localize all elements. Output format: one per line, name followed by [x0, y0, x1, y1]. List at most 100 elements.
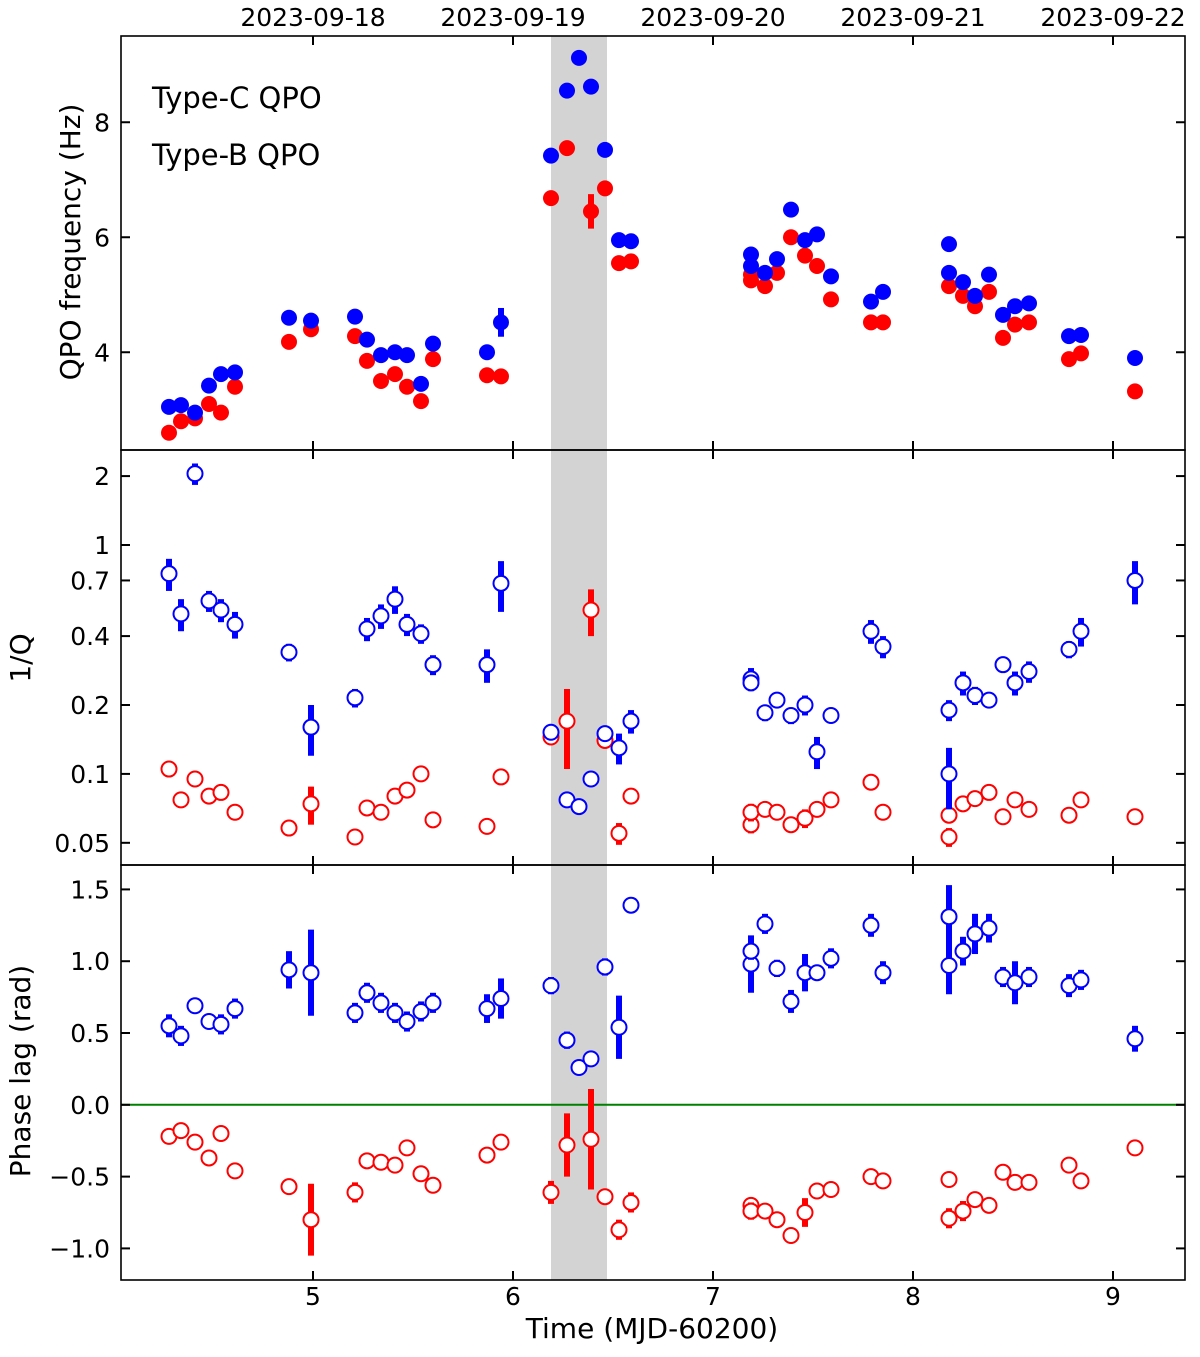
inverse_q-type-b-point: [280, 643, 298, 661]
inverse_q-type-b-point: [160, 565, 178, 583]
inverse_q-type-c-point: [302, 795, 320, 813]
inverse_q-type-c-point: [160, 760, 178, 778]
inverse_q-type-b-point: [622, 712, 640, 730]
frequency-type-c-point: [1007, 316, 1023, 333]
phase_lag-type-b-point: [822, 949, 840, 967]
frequency-type-c-point: [359, 352, 375, 369]
phase_lag-type-c-point: [1006, 1173, 1024, 1191]
phase_lag-type-b-point: [412, 1002, 430, 1020]
invq-y-tick-labels: 0.05 0.1 0.2 0.4 0.7 1 2: [54, 462, 110, 858]
phase_lag-type-b-point: [558, 1031, 576, 1049]
phase_lag-type-c-point: [1020, 1173, 1038, 1191]
inverse_q-type-b-point: [980, 691, 998, 709]
frequency-type-c-point: [981, 283, 997, 300]
phase_lag-type-c-point: [558, 1136, 576, 1154]
phase_lag-type-b-point: [346, 1004, 364, 1022]
phase_lag-type-c-point: [966, 1191, 984, 1209]
inverse_q-type-b-point: [412, 625, 430, 643]
phase_lag-type-c-point: [940, 1170, 958, 1188]
frequency-type-b-point: [359, 331, 375, 348]
frequency-type-c-point: [425, 351, 441, 368]
lag-y-tick-labels: −1.0 −0.5 0.0 0.5 1.0 1.5: [49, 875, 110, 1263]
phase_lag-type-b-point: [782, 992, 800, 1010]
frequency-type-b-point: [1061, 328, 1077, 345]
frequency-type-c-point: [809, 258, 825, 274]
inverse_q-type-c-point: [424, 811, 442, 829]
inverse_q-type-b-point: [424, 656, 442, 674]
inverse_q-type-b-point: [372, 607, 390, 625]
phase_lag-type-c-point: [280, 1178, 298, 1196]
inverse_q-type-c-point: [346, 828, 364, 846]
inverse_q-type-c-point: [372, 803, 390, 821]
frequency-type-b-point: [425, 335, 441, 352]
frequency-type-c-point: [161, 424, 177, 441]
inverse_q-type-b-point: [1072, 622, 1090, 640]
phase_lag-type-c-point: [980, 1196, 998, 1214]
phase_lag-type-c-point: [200, 1149, 218, 1167]
inverse_q-type-b-point: [954, 674, 972, 692]
phase_lag-type-b-point: [358, 984, 376, 1002]
invq-y-tick-label: 0.05: [54, 829, 110, 858]
phase_lag-type-c-point: [808, 1182, 826, 1200]
x-tick-label-6: 6: [505, 1282, 521, 1311]
phase_lag-type-b-point: [862, 916, 880, 934]
frequency-type-c-point: [955, 287, 971, 304]
phase_lag-type-b-point: [742, 942, 760, 960]
frequency-type-b-point: [583, 78, 599, 95]
phase_lag-type-b-point: [954, 942, 972, 960]
frequency-type-b-point: [559, 82, 575, 99]
frequency-type-b-point: [981, 266, 997, 283]
frequency-type-b-point: [479, 344, 495, 361]
inverse_q-type-c-point: [980, 783, 998, 801]
phase_lag-type-b-point: [226, 1000, 244, 1018]
inverse_q-type-c-point: [1060, 806, 1078, 824]
phase_lag-type-c-point: [796, 1204, 814, 1222]
frequency-type-b-point: [281, 309, 297, 326]
frequency-type-c-point: [623, 253, 639, 270]
phase_lag-type-b-point: [542, 977, 560, 995]
frequency-type-b-point: [373, 347, 389, 364]
frequency-type-c-point: [201, 396, 217, 412]
phase_lag-type-c-point: [226, 1162, 244, 1180]
inverse_q-type-c-point: [398, 781, 416, 799]
frequency-type-b-point: [347, 308, 363, 325]
frequency-type-b-point: [413, 375, 429, 392]
frequency-type-b-point: [1127, 350, 1143, 366]
inverse_q-type-c-point: [186, 770, 204, 788]
frequency-type-c-point: [373, 373, 389, 389]
phase_lag-type-b-point: [172, 1027, 190, 1045]
frequency-type-c-point: [1073, 345, 1089, 362]
x-tick-label-8: 8: [905, 1282, 921, 1311]
shaded-interval: [551, 36, 607, 1280]
frequency-type-c-point: [743, 272, 759, 289]
phase_lag-type-b-point: [966, 925, 984, 943]
invq-y-tick-label: 2: [94, 462, 110, 491]
freq-y-tick-label: 8: [94, 108, 110, 137]
frequency-type-c-point: [769, 264, 785, 281]
invq-y-axis-label: 1/Q: [4, 633, 37, 682]
inverse_q-type-c-point: [582, 601, 600, 619]
axis-titles: Time (MJD-60200) QPO frequency (Hz) 1/Q …: [4, 104, 778, 1345]
inverse_q-type-c-point: [966, 790, 984, 808]
top-date-label-2: 2023-09-19: [440, 3, 585, 32]
lag-y-tick-label: 0.5: [70, 1019, 110, 1048]
frequency-type-c-point: [995, 329, 1011, 346]
inverse_q-type-c-point: [478, 817, 496, 835]
inverse_q-type-b-point: [582, 770, 600, 788]
freq-y-tick-label: 6: [94, 223, 110, 252]
frequency-type-b-point: [809, 226, 825, 243]
phase_lag-type-c-point: [742, 1202, 760, 1220]
inverse_q-type-c-point: [782, 816, 800, 834]
phase_lag-type-b-point: [874, 964, 892, 982]
frequency-type-c-point: [493, 368, 509, 385]
inverse_q-type-c-point: [610, 824, 628, 842]
inverse_q-type-b-point: [940, 701, 958, 719]
inverse_q-type-c-point: [822, 791, 840, 809]
inverse_q-type-c-point: [994, 808, 1012, 826]
inverse_q-type-c-point: [558, 712, 576, 730]
phase_lag-type-c-point: [596, 1188, 614, 1206]
frequency-type-c-point: [757, 278, 773, 295]
phase_lag-type-c-point: [346, 1183, 364, 1201]
phase_lag-type-c-point: [302, 1211, 320, 1229]
frequency-type-b-point: [797, 232, 813, 249]
